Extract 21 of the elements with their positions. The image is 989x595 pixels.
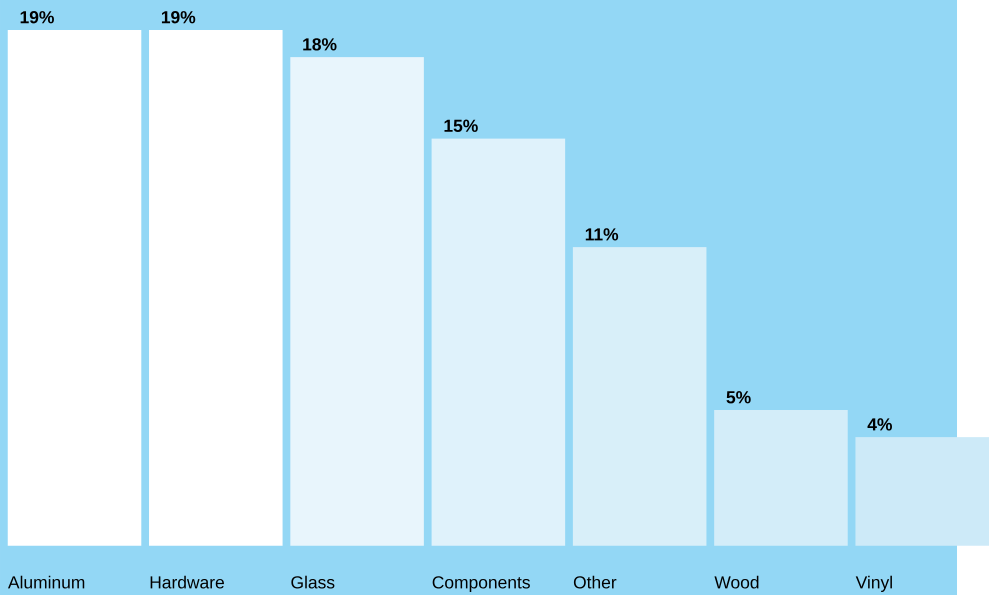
data-label: 15% — [444, 120, 478, 132]
bar — [432, 138, 566, 546]
data-label: 19% — [20, 10, 54, 24]
x-tick-label: Aluminum — [8, 576, 84, 588]
bar — [149, 30, 283, 546]
x-tick-label: Components — [432, 576, 530, 592]
bar — [290, 57, 424, 546]
x-tick-label: Hardware — [150, 576, 224, 588]
x-tick-label: Vinyl — [856, 576, 892, 592]
bar — [855, 437, 989, 546]
bar — [572, 247, 706, 546]
data-label: 19% — [162, 10, 196, 24]
x-tick-label: Wood — [714, 576, 758, 588]
data-label: 18% — [303, 38, 337, 50]
bar — [8, 30, 142, 546]
x-tick-label: Glass — [291, 576, 334, 588]
data-label: 4% — [868, 418, 892, 430]
data-label: 11% — [586, 228, 618, 240]
bar — [714, 410, 848, 546]
x-tick-label: Other — [574, 576, 616, 588]
data-label: 5% — [726, 391, 751, 404]
